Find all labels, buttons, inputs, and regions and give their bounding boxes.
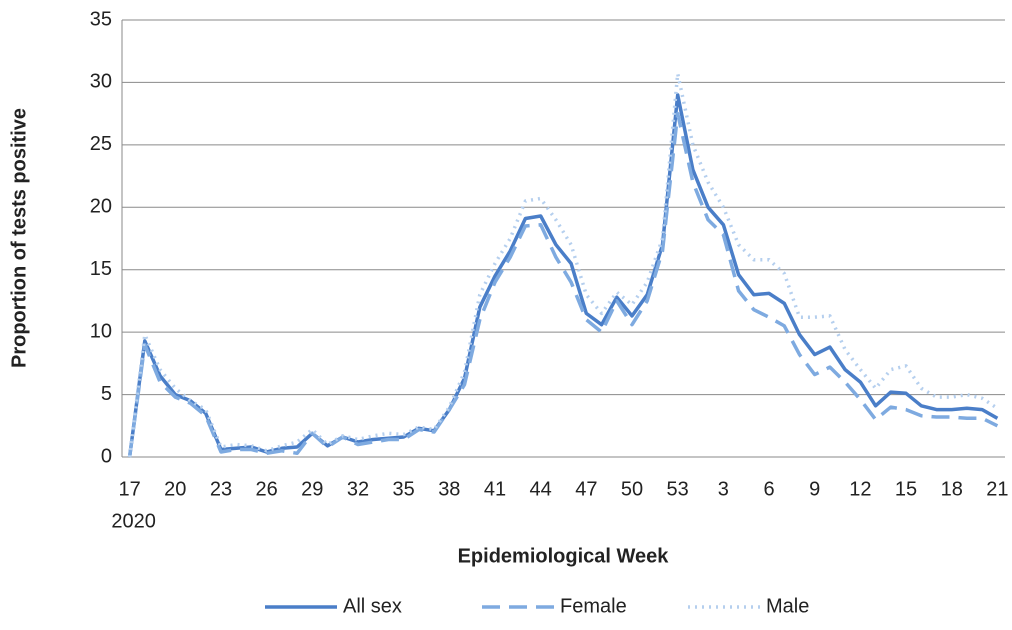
y-tick-label: 35: [90, 8, 112, 30]
x-tick-label: 53: [667, 478, 689, 500]
y-tick-label: 5: [101, 383, 112, 405]
y-tick-label: 25: [90, 133, 112, 155]
y-tick-label: 20: [90, 196, 112, 218]
year-label: 2020: [111, 510, 156, 532]
x-tick-label: 3: [718, 478, 729, 500]
x-tick-label: 32: [347, 478, 369, 500]
y-tick-label: 10: [90, 320, 112, 342]
x-tick-label: 9: [809, 478, 820, 500]
x-tick-label: 15: [895, 478, 917, 500]
x-tick-label: 41: [484, 478, 506, 500]
x-tick-label: 21: [986, 478, 1008, 500]
series-line: [127, 93, 999, 458]
legend-label: Female: [560, 595, 627, 617]
y-tick-label: 30: [90, 71, 112, 93]
x-tick-label: 6: [763, 478, 774, 500]
x-axis-title: Epidemiological Week: [458, 545, 670, 567]
x-tick-label: 38: [438, 478, 460, 500]
x-tick-label: 12: [849, 478, 871, 500]
series-line: [127, 111, 999, 458]
x-tick-label: 26: [256, 478, 278, 500]
y-tick-label: 0: [101, 445, 112, 467]
legend-label: Male: [766, 595, 809, 617]
x-tick-label: 50: [621, 478, 643, 500]
legend-label: All sex: [343, 595, 402, 617]
x-tick-label: 35: [393, 478, 415, 500]
x-tick-label: 44: [530, 478, 552, 500]
x-tick-label: 20: [164, 478, 186, 500]
series-line: [127, 71, 999, 458]
x-tick-label: 29: [301, 478, 323, 500]
x-tick-label: 23: [210, 478, 232, 500]
x-tick-label: 47: [575, 478, 597, 500]
x-tick-label: 17: [118, 478, 140, 500]
y-axis-title: Proportion of tests positive: [8, 108, 30, 368]
x-tick-label: 18: [941, 478, 963, 500]
y-tick-label: 15: [90, 258, 112, 280]
